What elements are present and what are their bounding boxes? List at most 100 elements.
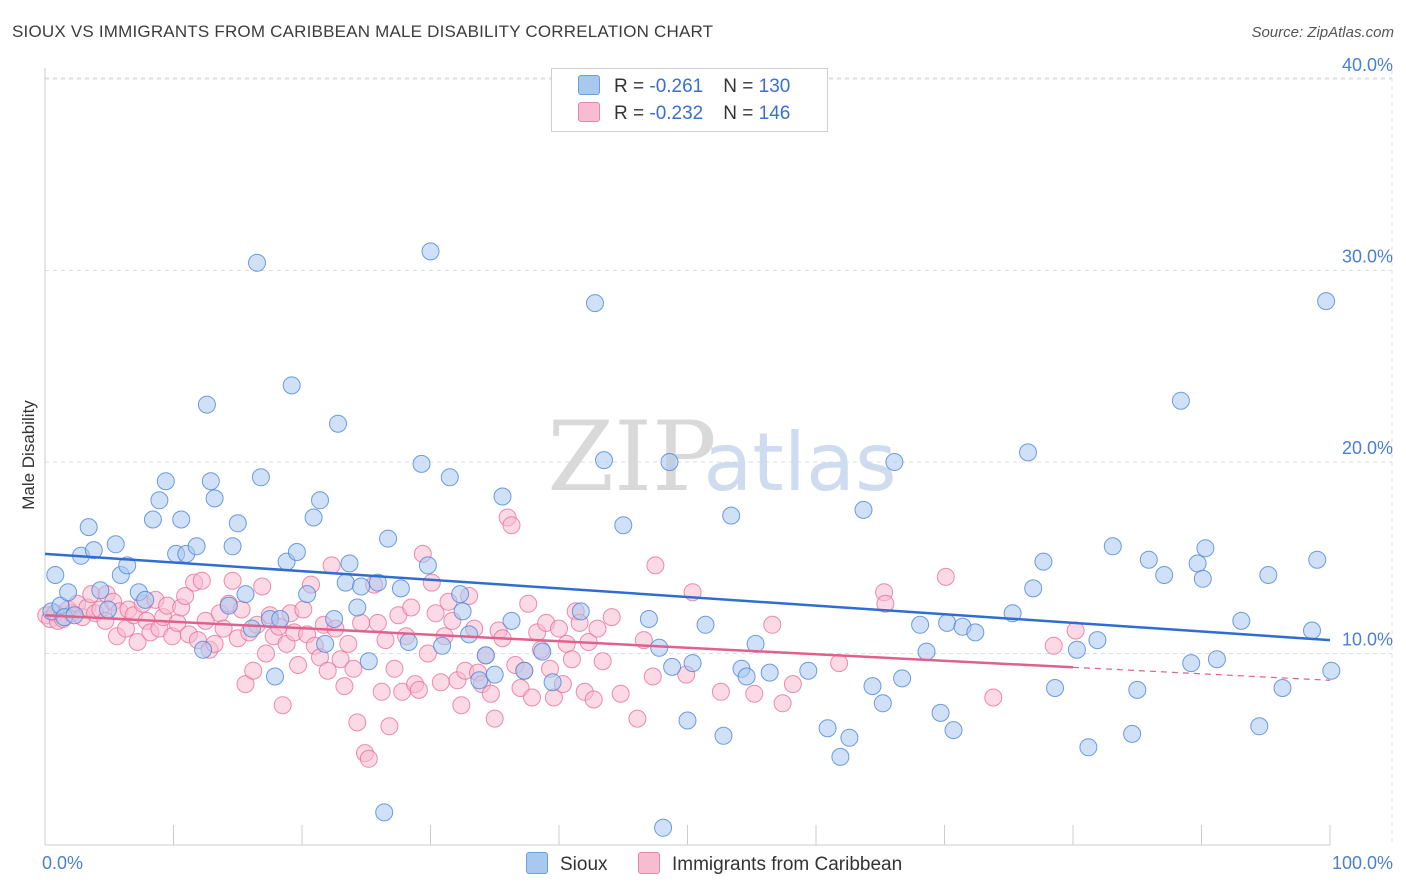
sioux-point: [1024, 579, 1043, 598]
sioux-point: [118, 556, 137, 575]
bottom-legend-swatch-caribbean: [638, 852, 660, 874]
caribbean-point: [257, 644, 275, 663]
sioux-point: [678, 711, 697, 730]
bottom-legend-sioux: Sioux: [526, 852, 608, 876]
legend-n-label: N =: [723, 103, 759, 124]
sioux-point: [391, 579, 410, 598]
sioux-point: [714, 726, 733, 745]
sioux-point: [150, 491, 169, 510]
sioux-point: [1308, 550, 1327, 569]
caribbean-point: [431, 673, 450, 692]
sioux-point: [831, 747, 850, 766]
sioux-point: [399, 633, 418, 651]
sioux-point: [737, 667, 756, 686]
caribbean-point: [273, 696, 292, 715]
sioux-point: [1103, 537, 1122, 556]
sioux-point: [917, 642, 936, 661]
sioux-point: [359, 652, 378, 671]
legend-n-value: 130: [758, 76, 791, 97]
sioux-point: [1188, 554, 1207, 573]
sioux-point: [368, 573, 387, 592]
sioux-point: [1322, 661, 1341, 680]
sioux-point: [340, 554, 359, 573]
sioux-point: [194, 640, 213, 659]
caribbean-point: [481, 684, 500, 703]
sioux-point: [329, 414, 347, 433]
legend-r-value: -0.261: [649, 76, 704, 97]
caribbean-point: [502, 516, 521, 535]
sioux-point: [722, 506, 741, 525]
caribbean-point: [783, 675, 802, 694]
sioux-point: [683, 654, 702, 673]
caribbean-point: [426, 604, 445, 623]
legend: R = -0.261 N = 130 R = -0.232 N = 146: [551, 68, 828, 132]
sioux-point: [460, 625, 479, 644]
sioux-point: [818, 719, 837, 738]
sioux-point: [1196, 539, 1215, 558]
sioux-point: [223, 537, 242, 556]
caribbean-point: [372, 682, 391, 701]
sioux-point: [91, 581, 110, 600]
sioux-point: [799, 661, 818, 680]
x-tick-label: 0.0%: [42, 853, 83, 873]
sioux-point: [375, 803, 394, 822]
source-label: Source: ZipAtlas.com: [1251, 24, 1394, 41]
sioux-point: [944, 721, 963, 740]
bottom-legend-label-caribbean: Immigrants from Caribbean: [672, 854, 903, 875]
caribbean-point: [318, 661, 337, 680]
sioux-point: [1303, 621, 1321, 640]
caribbean-point: [176, 587, 195, 605]
caribbean-point: [352, 613, 371, 632]
caribbean-point: [773, 694, 792, 713]
sioux-point: [660, 453, 679, 471]
caribbean-point: [368, 613, 387, 632]
sioux-point: [242, 619, 261, 638]
caribbean-point: [745, 684, 764, 703]
sioux-points: [42, 242, 1341, 837]
caribbean-point: [711, 682, 730, 701]
chart-title: SIOUX VS IMMIGRANTS FROM CARIBBEAN MALE …: [12, 22, 714, 41]
y-tick-label: 20.0%: [1342, 438, 1393, 458]
sioux-point: [931, 703, 950, 722]
sioux-point: [1182, 654, 1201, 673]
caribbean-point: [611, 684, 630, 703]
sioux-point: [885, 453, 904, 471]
sioux-point: [205, 489, 224, 508]
sioux-point: [248, 253, 266, 272]
sioux-point: [760, 663, 779, 682]
bottom-legend-swatch-sioux: [526, 852, 548, 874]
caribbean-point: [523, 688, 541, 707]
sioux-point: [1317, 292, 1336, 311]
caribbean-point: [192, 571, 211, 590]
caribbean-point: [344, 659, 363, 678]
caribbean-point: [830, 654, 849, 673]
sioux-point: [966, 623, 985, 642]
caribbean-point: [643, 667, 662, 686]
sioux-point: [485, 665, 504, 684]
sioux-point: [311, 491, 329, 510]
caribbean-point: [385, 659, 404, 678]
caribbean-point: [422, 573, 441, 592]
legend-r-value: -0.232: [649, 103, 704, 124]
caribbean-point: [359, 749, 378, 768]
sioux-point: [379, 529, 398, 548]
bottom-legend-label-sioux: Sioux: [560, 854, 608, 875]
sioux-point: [571, 602, 590, 621]
caribbean-point: [376, 631, 395, 650]
caribbean-trend-extension: [1072, 666, 1331, 681]
caribbean-point: [236, 675, 255, 694]
sioux-point: [1139, 550, 1158, 569]
sioux-point: [938, 613, 957, 632]
sioux-point: [1273, 679, 1292, 697]
caribbean-point: [1044, 636, 1063, 655]
caribbean-point: [339, 634, 358, 653]
sioux-point: [911, 615, 930, 634]
caribbean-point: [936, 567, 955, 586]
caribbean-point: [584, 690, 603, 709]
caribbean-point: [331, 650, 350, 669]
sioux-point: [172, 510, 191, 529]
caribbean-point: [588, 619, 607, 638]
sioux-point: [1250, 717, 1269, 736]
sioux-point: [440, 468, 459, 487]
caribbean-point: [348, 713, 367, 732]
